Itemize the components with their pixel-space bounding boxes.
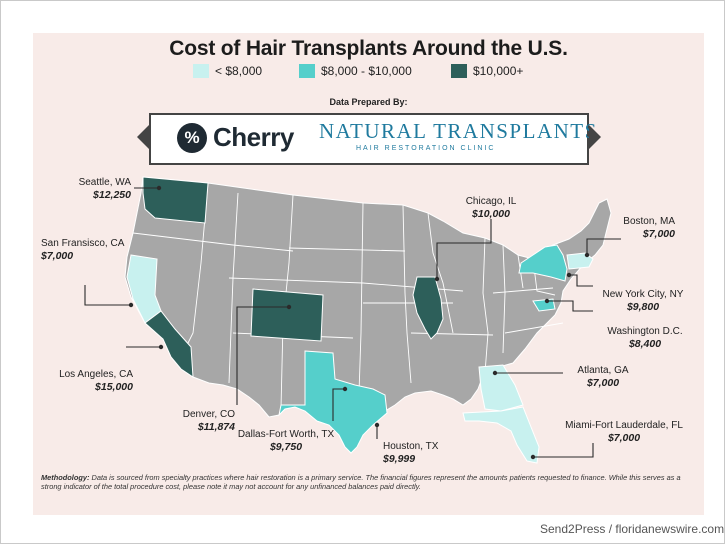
leader-dallas — [332, 388, 345, 421]
legend-label-high: $10,000+ — [473, 64, 524, 78]
city-markers — [128, 185, 590, 460]
city-cost: $12,250 — [93, 189, 131, 201]
city-label-new-york: New York City, NY $9,800 — [589, 289, 697, 313]
city-name: New York City, NY — [602, 289, 684, 300]
leader-miami — [533, 443, 594, 458]
marker-san-francisco — [128, 302, 134, 308]
cherry-logo-text: Cherry — [213, 122, 294, 152]
city-cost: $11,874 — [197, 421, 235, 433]
city-name: Houston, TX — [383, 441, 439, 452]
legend-label-mid: $8,000 - $10,000 — [321, 64, 412, 78]
legend-swatch-mid — [299, 64, 315, 78]
state-california-south — [144, 310, 194, 378]
marker-houston — [374, 422, 380, 428]
legend-item-low: < $8,000 — [193, 62, 262, 80]
cherry-logo-icon: % — [177, 123, 207, 153]
methodology-note: Methodology: Data is sourced from specia… — [41, 473, 696, 491]
sponsor-banner: % Cherry NATURAL TRANSPLANTS HAIR RESTOR… — [137, 113, 601, 165]
legend-label-low: < $8,000 — [215, 64, 263, 78]
state-illinois — [412, 276, 444, 340]
city-label-washington: Washington D.C. $8,400 — [593, 326, 697, 350]
marker-washington — [544, 298, 550, 304]
marker-denver — [286, 304, 292, 310]
natural-transplants-logo-text: NATURAL TRANSPLANTS — [319, 119, 598, 143]
leader-chicago — [436, 219, 492, 279]
city-name: Washington D.C. — [607, 326, 683, 337]
city-label-san-francisco: San Fransisco, CA $7,000 — [41, 238, 124, 262]
city-label-seattle: Seattle, WA $12,250 — [35, 177, 131, 201]
leader-lines — [84, 187, 621, 458]
infographic-title: Cost of Hair Transplants Around the U.S. — [169, 37, 568, 60]
city-cost: $9,999 — [383, 453, 416, 465]
city-name: Los Angeles, CA — [59, 369, 133, 380]
legend-swatch-high — [451, 64, 467, 78]
leader-boston — [586, 238, 621, 255]
city-cost: $10,000 — [472, 208, 510, 220]
city-cost: $9,750 — [269, 441, 303, 453]
leader-denver — [236, 306, 289, 405]
city-name: Seattle, WA — [78, 177, 131, 188]
methodology-text: Data is sourced from specialty practices… — [41, 473, 681, 491]
city-name: Boston, MA — [623, 216, 675, 227]
prepared-by-label: Data Prepared By: — [329, 97, 408, 107]
city-name: Atlanta, GA — [577, 365, 629, 376]
infographic-card: Cost of Hair Transplants Around the U.S.… — [33, 33, 704, 515]
methodology-label: Methodology: — [41, 473, 90, 482]
city-cost: $7,000 — [586, 377, 620, 389]
legend-item-mid: $8,000 - $10,000 — [299, 62, 412, 80]
marker-los-angeles — [158, 344, 164, 350]
marker-miami — [530, 454, 536, 460]
city-label-boston: Boston, MA $7,000 — [593, 216, 675, 240]
marker-dallas — [342, 386, 348, 392]
leader-new-york — [569, 274, 593, 287]
city-name: Chicago, IL — [465, 196, 517, 207]
marker-atlanta — [492, 370, 498, 376]
state-colorado — [250, 288, 324, 342]
city-name: Denver, CO — [182, 409, 235, 420]
legend-item-high: $10,000+ — [451, 62, 523, 80]
city-label-miami: Miami-Fort Lauderdale, FL $7,000 — [555, 420, 693, 444]
marker-chicago — [434, 276, 440, 282]
city-label-los-angeles: Los Angeles, CA $15,000 — [33, 369, 133, 393]
state-washington — [142, 176, 209, 224]
city-name: Miami-Fort Lauderdale, FL — [565, 420, 683, 431]
city-cost: $7,000 — [607, 432, 641, 444]
leader-san-francisco — [84, 285, 131, 306]
marker-boston — [584, 252, 590, 258]
source-credit: Send2Press / floridanewswire.com — [540, 522, 725, 536]
state-new-york — [518, 244, 568, 282]
state-georgia — [478, 364, 524, 412]
marker-seattle — [156, 185, 162, 191]
city-label-denver: Denver, CO $11,874 — [125, 409, 235, 433]
city-label-dallas: Dallas-Fort Worth, TX $9,750 — [219, 429, 353, 453]
city-label-atlanta: Atlanta, GA $7,000 — [567, 365, 639, 389]
us-map — [84, 176, 621, 464]
natural-transplants-tagline: HAIR RESTORATION CLINIC — [356, 145, 496, 152]
city-label-houston: Houston, TX $9,999 — [383, 441, 438, 465]
city-cost: $9,800 — [626, 301, 660, 313]
marker-new-york — [566, 272, 572, 278]
city-name: Dallas-Fort Worth, TX — [237, 429, 335, 440]
city-name: San Fransisco, CA — [41, 238, 125, 249]
state-florida — [462, 406, 540, 464]
legend-swatch-low — [193, 64, 209, 78]
city-cost: $7,000 — [41, 250, 74, 262]
leader-washington — [547, 300, 593, 312]
city-cost: $15,000 — [95, 381, 133, 393]
city-cost: $8,400 — [628, 338, 662, 350]
city-cost: $7,000 — [642, 228, 675, 240]
city-label-chicago: Chicago, IL $10,000 — [449, 196, 533, 220]
